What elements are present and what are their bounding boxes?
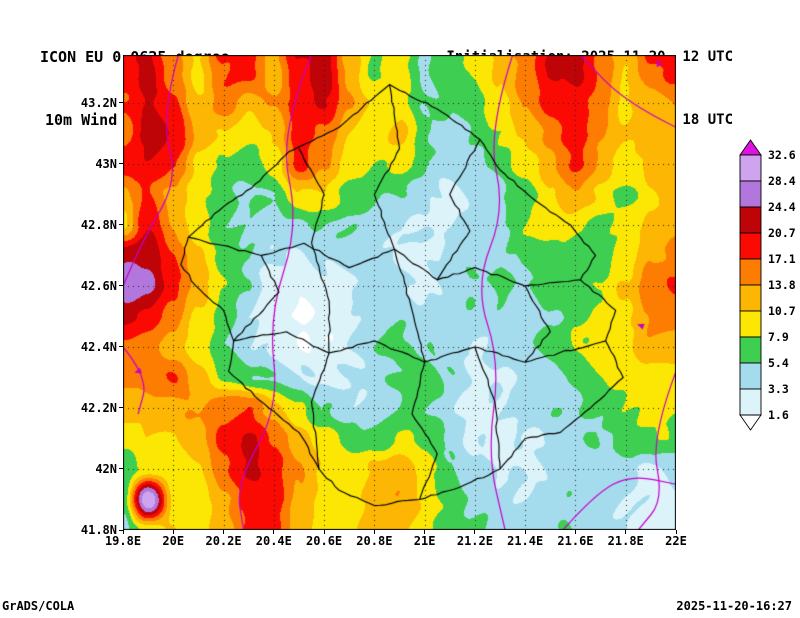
x-tick-mark: [625, 530, 627, 534]
y-tick-label: 42.8N: [80, 217, 117, 232]
wind-speed-map-canvas: [123, 55, 676, 530]
x-tick-label: 20E: [162, 534, 185, 548]
colorbar-band: [739, 258, 762, 286]
colorbar-band: [739, 232, 762, 260]
x-tick-mark: [122, 530, 124, 534]
colorbar-level-label: 10.7: [768, 304, 796, 318]
grads-credit: GrADS/COLA: [2, 599, 75, 613]
colorbar-level-label: 1.6: [768, 408, 789, 422]
x-tick-label: 21.4E: [507, 534, 544, 548]
x-tick-mark: [323, 530, 325, 534]
colorbar-band: [739, 336, 762, 364]
y-tick-label: 42.2N: [80, 400, 117, 415]
colorbar-level-label: 28.4: [768, 174, 796, 188]
x-tick-label: 21E: [413, 534, 436, 548]
x-tick-label: 20.2E: [205, 534, 242, 548]
colorbar-band: [739, 206, 762, 234]
x-tick-label: 19.8E: [104, 534, 142, 548]
x-tick-mark: [424, 530, 426, 534]
x-tick-label: 20.6E: [306, 534, 343, 548]
creation-timestamp: 2025-11-20-16:27: [676, 599, 792, 613]
colorbar-level-label: 5.4: [768, 356, 789, 370]
x-tick-label: 22E: [665, 534, 687, 548]
x-tick-mark: [675, 530, 677, 534]
y-tick-label: 41.8N: [80, 523, 117, 537]
colorbar: 32.6 28.4 24.4 20.7 17.1 13.8 10.7 7.9 5.4 3.3 1.6: [739, 139, 796, 431]
x-tick-label: 20.4E: [255, 534, 292, 548]
x-tick-mark: [524, 530, 526, 534]
x-tick-label: 21.8E: [607, 534, 644, 548]
y-tick-label: 42.4N: [80, 339, 117, 354]
colorbar-band: [739, 362, 762, 390]
x-tick-mark: [474, 530, 476, 534]
x-tick-label: 21.6E: [557, 534, 594, 548]
x-tick-mark: [574, 530, 576, 534]
x-tick-label: 20.8E: [356, 534, 393, 548]
colorbar-level-label: 3.3: [768, 382, 789, 396]
colorbar-band: [739, 180, 762, 208]
colorbar-top-triangle: [739, 139, 762, 156]
colorbar-level-label: 13.8: [768, 278, 796, 292]
colorbar-band: [739, 310, 762, 338]
y-tick-label: 42.6N: [80, 278, 117, 293]
colorbar-band: [739, 154, 762, 182]
colorbar-bottom-triangle: [739, 414, 762, 431]
x-tick-mark: [223, 530, 225, 534]
colorbar-level-label: 17.1: [768, 252, 796, 266]
x-tick-mark: [172, 530, 174, 534]
x-tick-mark: [273, 530, 275, 534]
colorbar-level-label: 20.7: [768, 226, 796, 240]
x-tick-mark: [373, 530, 375, 534]
colorbar-level-label: 7.9: [768, 330, 789, 344]
colorbar-band: [739, 284, 762, 312]
colorbar-level-label: 24.4: [768, 200, 796, 214]
colorbar-level-label: 32.6: [768, 148, 796, 162]
y-tick-label: 42N: [95, 461, 117, 476]
x-tick-label: 21.2E: [456, 534, 493, 548]
colorbar-band: [739, 388, 762, 416]
